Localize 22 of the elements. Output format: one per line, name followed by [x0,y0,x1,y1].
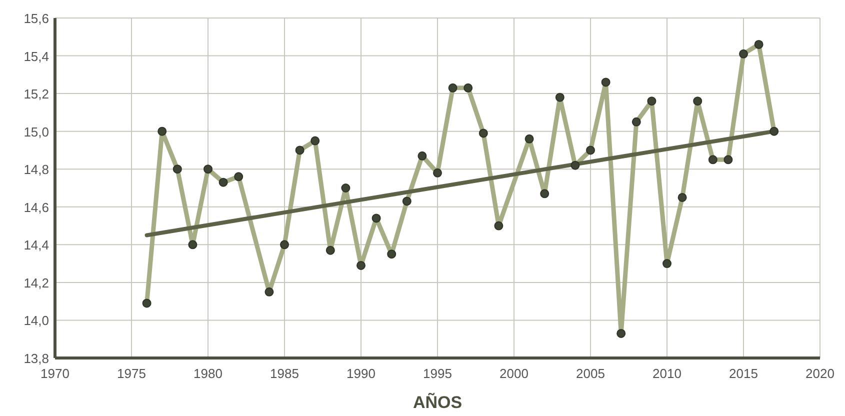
y-tick-label: 14,6 [24,200,49,215]
y-tick-label: 14,0 [24,313,49,328]
x-tick-label: 1980 [194,366,222,381]
x-tick-label: 2005 [576,366,605,381]
y-tick-label: 14,4 [24,238,49,253]
x-tick-label: 2015 [729,366,758,381]
y-tick-label: 13,8 [24,351,49,366]
y-tick-label: 14,2 [24,275,49,290]
y-tick-label: 15,0 [24,124,49,140]
x-tick-label: 1975 [117,366,146,381]
y-tick-label: 15,2 [24,86,49,102]
x-tick-label: 2000 [500,366,528,381]
x-tick-label: 1985 [270,366,299,381]
x-tick-label: 2020 [806,366,834,381]
y-tick-label: 15,6 [24,11,49,26]
x-axis-title: AÑOS [412,392,462,412]
x-tick-label: 1970 [40,366,70,381]
x-tick-label: 1995 [423,366,452,381]
y-tick-label: 14,8 [24,162,49,178]
y-tick-label: 15,4 [24,48,49,64]
x-tick-label: 2010 [652,366,682,381]
x-tick-label: 1990 [346,366,376,381]
